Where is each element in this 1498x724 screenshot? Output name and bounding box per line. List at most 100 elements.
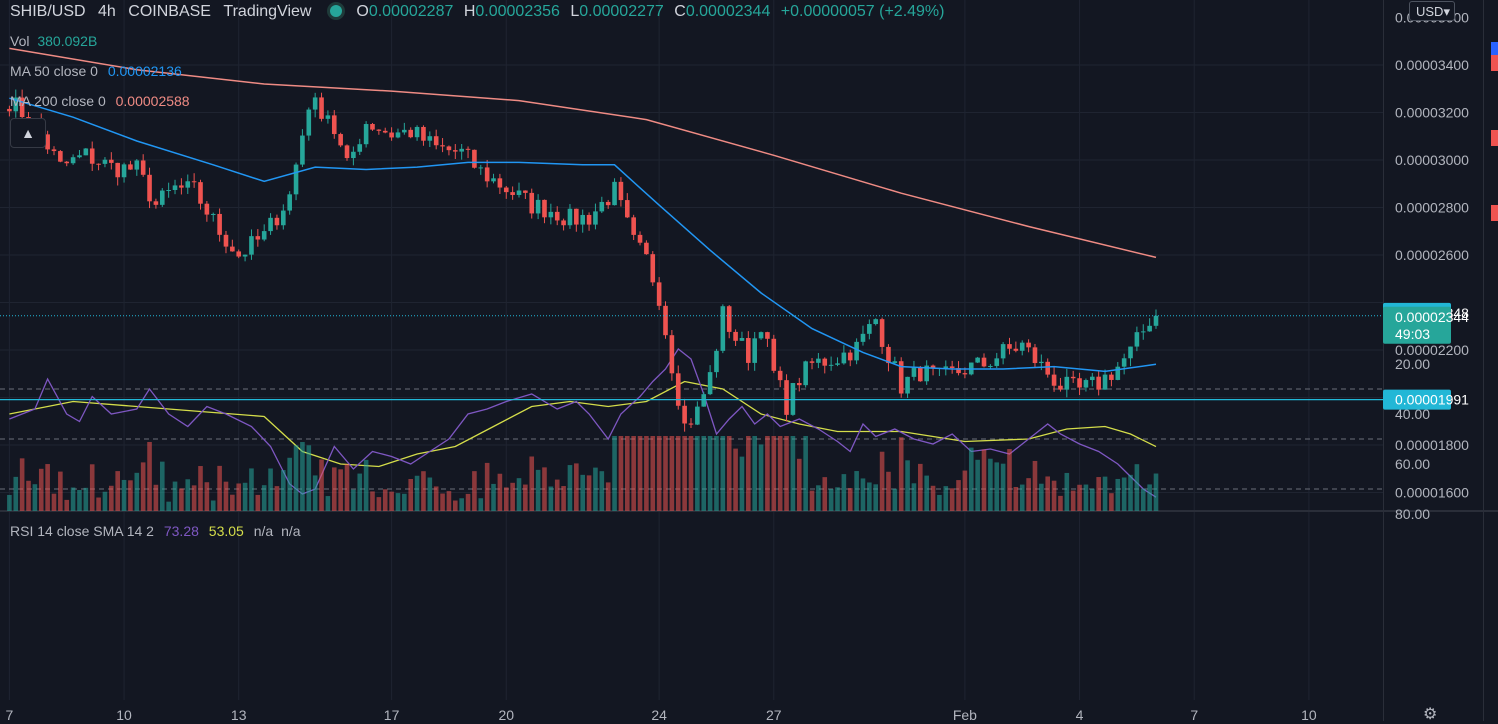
candle-body bbox=[1109, 374, 1114, 380]
candle-body bbox=[19, 97, 25, 118]
volume-bar bbox=[1147, 484, 1152, 511]
volume-bar bbox=[19, 458, 25, 511]
candle-body bbox=[331, 115, 337, 135]
candle-body bbox=[268, 217, 273, 232]
volume-bar bbox=[121, 479, 127, 511]
volume-bar bbox=[134, 472, 140, 511]
tag-support-bg bbox=[1383, 389, 1451, 410]
candle-body bbox=[752, 338, 757, 363]
volume-bar bbox=[306, 445, 312, 511]
volume-bar bbox=[319, 459, 324, 511]
candle-body bbox=[191, 181, 197, 183]
candle-body bbox=[166, 190, 171, 192]
volume-bar bbox=[739, 456, 745, 511]
volume-bar bbox=[956, 480, 961, 511]
time-tick-label: 17 bbox=[384, 707, 400, 721]
market-status-dot-icon bbox=[329, 5, 342, 17]
candle-body bbox=[554, 211, 560, 221]
candle-body bbox=[109, 159, 114, 163]
volume-bar bbox=[70, 487, 76, 511]
candle-body bbox=[981, 357, 987, 367]
candle-body bbox=[599, 201, 605, 212]
time-tick-label: 13 bbox=[231, 707, 247, 721]
ma200-value: 0.00002588 bbox=[115, 93, 190, 109]
volume-bar bbox=[236, 483, 242, 511]
candle-body bbox=[714, 350, 719, 373]
candle-body bbox=[790, 383, 796, 415]
candle-body bbox=[1026, 342, 1031, 348]
volume-bar bbox=[599, 471, 605, 511]
edge-marker bbox=[1491, 130, 1498, 146]
volume-bar bbox=[300, 442, 305, 511]
volume-bar bbox=[1096, 477, 1101, 511]
volume-bar bbox=[707, 436, 713, 511]
rsi-tick-label: 20.00 bbox=[1395, 356, 1430, 372]
candle-body bbox=[440, 145, 445, 147]
rsi-legend[interactable]: RSI 14 close SMA 14 2 73.28 53.05 n/a n/… bbox=[10, 523, 301, 539]
candle-body bbox=[803, 361, 808, 386]
volume-bar bbox=[631, 436, 636, 511]
volume-bar bbox=[115, 471, 120, 511]
candle-body bbox=[115, 162, 120, 178]
candle-body bbox=[988, 365, 993, 367]
candle-body bbox=[1090, 376, 1095, 381]
volume-bar bbox=[548, 486, 554, 511]
ma50-legend[interactable]: MA 50 close 0 0.00002136 bbox=[10, 63, 182, 79]
volume-bar bbox=[1090, 488, 1095, 511]
candle-body bbox=[1013, 348, 1019, 351]
candle-body bbox=[765, 332, 770, 339]
candle-body bbox=[319, 97, 324, 119]
gear-icon[interactable]: ⚙ bbox=[1423, 706, 1438, 723]
volume-bar bbox=[77, 489, 82, 511]
candle-body bbox=[886, 346, 891, 364]
volume-bar bbox=[975, 459, 980, 511]
change-value: +0.00000057 (+2.49%) bbox=[780, 3, 945, 20]
moving-averages bbox=[9, 47, 1157, 373]
collapse-legend-button[interactable]: ▲ bbox=[10, 118, 46, 148]
volume-bar bbox=[191, 485, 197, 511]
candle-body bbox=[1039, 361, 1044, 364]
candle-body bbox=[274, 217, 280, 226]
candle-body bbox=[421, 126, 426, 141]
candle-body bbox=[663, 305, 668, 336]
time-tick-label: 7 bbox=[6, 707, 14, 721]
candle-body bbox=[777, 370, 783, 381]
candle-body bbox=[624, 200, 630, 218]
volume-bar bbox=[83, 487, 89, 511]
volume-bar bbox=[38, 468, 44, 511]
candle-body bbox=[344, 145, 350, 159]
volume-bar bbox=[962, 470, 968, 511]
volume-bar bbox=[841, 474, 847, 511]
volume-legend[interactable]: Vol 380.092B bbox=[10, 33, 97, 49]
candle-body bbox=[503, 187, 509, 193]
volume-bar bbox=[1064, 472, 1070, 511]
volume-bar bbox=[102, 491, 108, 511]
volume-bar bbox=[714, 436, 719, 511]
volume-bar bbox=[701, 436, 707, 511]
volume-bar bbox=[924, 475, 929, 511]
volume-bar bbox=[542, 467, 547, 511]
currency-select[interactable]: USD▾ bbox=[1409, 1, 1455, 21]
volume-bar bbox=[357, 473, 363, 511]
symbol-name[interactable]: SHIB/USD bbox=[10, 3, 86, 20]
horizontal-lines bbox=[0, 315, 1383, 401]
ma200-legend[interactable]: MA 200 close 0 0.00002588 bbox=[10, 93, 190, 109]
candle-body bbox=[675, 373, 681, 406]
tag-last-price-text: 0.00002344 bbox=[1395, 309, 1469, 325]
tag-last-price-text: 49:03 bbox=[1395, 326, 1430, 342]
volume-bar bbox=[344, 464, 350, 511]
volume-bar bbox=[89, 464, 95, 511]
candle-body bbox=[408, 129, 414, 138]
interval[interactable]: 4h bbox=[98, 3, 116, 20]
volume-bar bbox=[835, 487, 840, 511]
candle-body bbox=[771, 338, 777, 371]
candle-body bbox=[822, 358, 828, 366]
volume-bar bbox=[261, 485, 267, 511]
volume-bar bbox=[1026, 478, 1031, 511]
price-tick-label: 0.00003400 bbox=[1395, 57, 1469, 73]
volume-bar bbox=[669, 436, 675, 511]
volume-bar bbox=[873, 484, 879, 511]
volume-bar bbox=[465, 493, 471, 511]
candle-body bbox=[382, 130, 388, 133]
